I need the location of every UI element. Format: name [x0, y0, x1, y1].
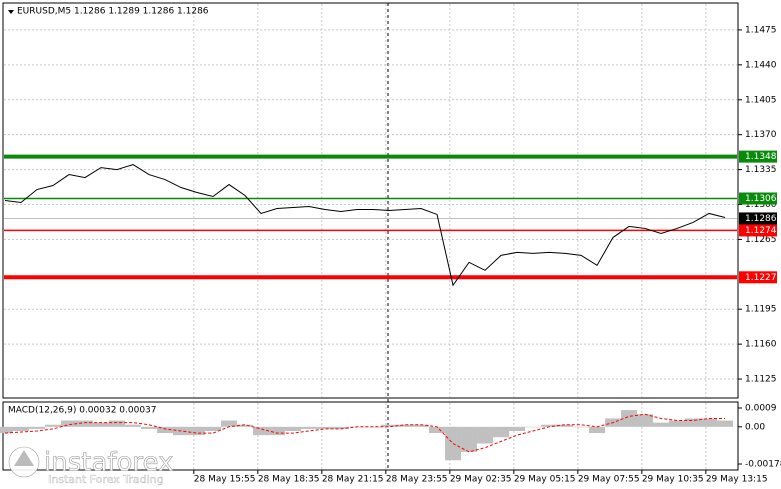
y-tick-label: 1.1265 — [745, 235, 777, 245]
macd-bar — [397, 424, 414, 427]
macd-bar — [461, 426, 478, 452]
level-label-box — [739, 271, 777, 284]
plot-layer: 28 May 15:55 28 May 18:35 28 May 21:15 28 M… — [0, 4, 781, 485]
logo-mark — [14, 450, 34, 466]
level-label: 1.1306 — [745, 194, 777, 204]
y-tick-label: 1.1160 — [745, 340, 777, 350]
x-tick-label: 29 May 10:35 — [642, 475, 704, 485]
x-tick-label: 29 May 13:15 — [706, 475, 768, 485]
macd-bar — [221, 420, 238, 427]
macd-bar — [237, 424, 254, 427]
y-tick-label: 1.1370 — [745, 130, 777, 140]
x-tick-label: 29 May 02:35 — [450, 475, 512, 485]
macd-bar — [333, 426, 350, 429]
macd-bar — [285, 426, 302, 431]
macd-bar — [29, 426, 46, 429]
level-label-box — [739, 192, 777, 205]
macd-bar — [93, 422, 110, 427]
y-tick-label: 1.1300 — [745, 200, 777, 210]
y-tick-label: -0.00178 — [745, 460, 781, 470]
macd-bar — [381, 424, 398, 427]
y-tick-label: 1.1405 — [745, 95, 777, 105]
macd-bar — [0, 426, 14, 434]
macd-bar — [45, 424, 62, 427]
price-line — [4, 164, 726, 287]
macd-bar — [253, 426, 270, 436]
watermark: instaforex Instant Forex Trading — [8, 446, 174, 486]
main-panel — [2, 2, 739, 399]
macd-bar — [685, 418, 702, 427]
macd-bar — [573, 426, 590, 428]
macd-bar — [477, 426, 494, 444]
macd-bar — [509, 426, 526, 431]
watermark-tagline: Instant Forex Trading — [48, 473, 164, 486]
level-label-box — [739, 150, 777, 163]
macd-bar — [541, 424, 558, 427]
macd-bar — [493, 426, 510, 438]
y-tick-label: 1.1440 — [745, 60, 777, 70]
macd-panel — [2, 401, 739, 471]
macd-bar — [157, 426, 174, 434]
macd-bar — [429, 426, 446, 434]
x-tick-label: 28 May 18:35 — [258, 475, 320, 485]
x-tick-label: 29 May 07:55 — [578, 475, 640, 485]
x-tick-label: 28 May 23:55 — [386, 475, 448, 485]
macd-bar — [301, 426, 318, 429]
y-tick-label: 0.00 — [745, 422, 765, 432]
macd-bar — [269, 426, 286, 436]
macd-bar — [717, 420, 734, 427]
macd-title: MACD(12,26,9) 0.00032 0.00037 — [8, 406, 157, 416]
x-tick-label: 29 May 05:15 — [514, 475, 576, 485]
menu-arrow — [8, 10, 14, 14]
current-price-box — [739, 212, 777, 225]
level-label-box — [739, 224, 777, 237]
chart-title: EURUSD,M5 1.1286 1.1289 1.1286 1.1286 — [17, 7, 209, 17]
y-tick-label: 0.0009 — [745, 404, 777, 414]
macd-bar — [317, 426, 334, 429]
y-tick-label: 1.1125 — [745, 375, 777, 385]
macd-bar — [77, 420, 94, 427]
macd-bar — [701, 418, 718, 427]
x-tick-label: 28 May 21:15 — [322, 475, 384, 485]
y-tick-label: 1.1195 — [745, 305, 777, 315]
level-label: 1.1348 — [745, 152, 777, 162]
level-label: 1.1227 — [745, 273, 777, 283]
signal-line — [4, 413, 726, 453]
macd-bar — [109, 420, 126, 427]
y-tick-label: 1.1335 — [745, 165, 777, 175]
macd-bar — [637, 414, 654, 427]
macd-bar — [205, 426, 222, 431]
macd-bar — [653, 422, 670, 427]
macd-bar — [525, 426, 542, 428]
current-price-label: 1.1286 — [745, 214, 777, 224]
macd-bar — [557, 424, 574, 427]
level-label: 1.1274 — [745, 226, 777, 236]
macd-bar — [61, 420, 78, 427]
macd-bar — [669, 420, 686, 427]
y-tick-label: 1.1475 — [745, 25, 777, 35]
macd-bar — [589, 426, 606, 434]
macd-bar — [621, 410, 638, 427]
macd-bar — [413, 424, 430, 427]
macd-bar — [141, 426, 158, 429]
x-tick-label: 28 May 15:55 — [194, 475, 256, 485]
watermark-brand: instaforex — [44, 448, 173, 478]
macd-bar — [13, 426, 30, 431]
macd-bar — [189, 426, 206, 436]
macd-bar — [125, 424, 142, 427]
